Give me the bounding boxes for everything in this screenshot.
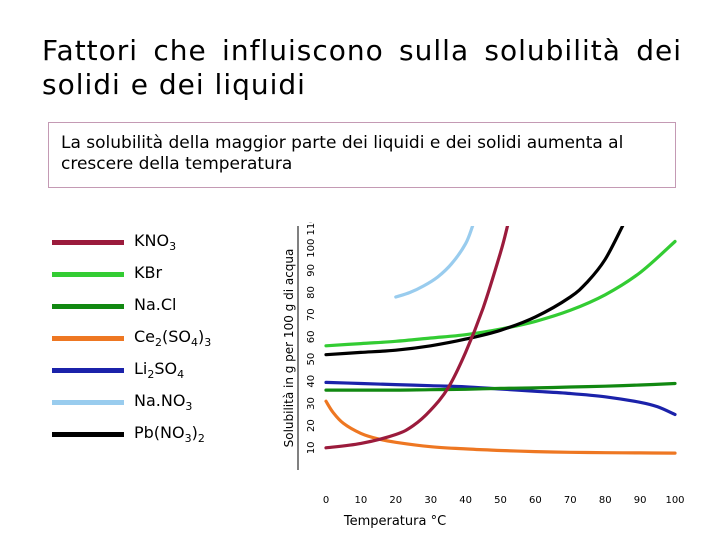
y-tick-label: 110 [306, 222, 317, 236]
x-axis-label: Temperatura °C [343, 514, 446, 529]
legend-label: Pb(NO3)2 [134, 423, 205, 446]
legend-swatch [52, 368, 124, 373]
x-tick-label: 40 [459, 495, 472, 506]
series-line-ce2-so4-3 [324, 399, 677, 455]
y-tick-label: 60 [306, 331, 317, 344]
x-tick-label: 90 [634, 495, 647, 506]
legend-swatch [52, 432, 124, 437]
x-tick-label: 70 [564, 495, 577, 506]
legend-swatch [52, 336, 124, 341]
legend-swatch [52, 240, 124, 245]
legend-item-kbr: KBr [52, 262, 272, 286]
y-tick-label: 90 [306, 264, 317, 277]
y-axis-label: Solubilità in g per 100 g di acqua [282, 249, 296, 448]
x-tick-label: 10 [355, 495, 368, 506]
legend-label: Na.NO3 [134, 391, 193, 414]
legend-item-li2so4: Li2SO4 [52, 358, 272, 382]
legend-label: Ce2(SO4)3 [134, 327, 212, 350]
legend-swatch [52, 304, 124, 309]
y-tick-label: 80 [306, 286, 317, 299]
x-tick-label: 50 [494, 495, 507, 506]
x-tick-label: 30 [424, 495, 437, 506]
legend-swatch [52, 272, 124, 277]
y-tick-label: 20 [306, 419, 317, 432]
x-tick-label: 60 [529, 495, 542, 506]
callout-box: La solubilità della maggior parte dei li… [48, 122, 676, 188]
x-tick-label: 100 [665, 495, 684, 506]
callout-text: La solubilità della maggior parte dei li… [61, 133, 624, 174]
legend-label: Na.Cl [134, 295, 177, 314]
legend-label: KBr [134, 263, 163, 282]
legend-item-pb-no3-2: Pb(NO3)2 [52, 422, 272, 446]
y-tick-label: 10 [306, 441, 317, 454]
y-tick-label: 70 [306, 308, 317, 321]
x-tick-label: 20 [389, 495, 402, 506]
y-tick-label: 40 [306, 375, 317, 388]
x-tick-label: 80 [599, 495, 612, 506]
solubility-chart: 10 20 30 40 50 60 70 80 90 100 110 0 10 20 30 40 50 60 70 8… [282, 222, 685, 529]
y-tick-label: 100 [306, 239, 317, 258]
legend-label: KNO3 [134, 231, 177, 254]
series-line-pb-no3-2 [324, 226, 625, 357]
y-tick-label: 30 [306, 397, 317, 410]
series-line-nano3 [394, 226, 475, 299]
legend-label: Li2SO4 [134, 359, 185, 382]
series-line-li2so4 [324, 380, 677, 417]
legend-item-nano3: Na.NO3 [52, 390, 272, 414]
series-line-kno3 [324, 226, 510, 450]
y-tick-label: 50 [306, 353, 317, 366]
legend-item-ce2-so4-3: Ce2(SO4)3 [52, 326, 272, 350]
legend-item-nacl: Na.Cl [52, 294, 272, 318]
x-tick-label: 0 [323, 495, 329, 506]
legend-swatch [52, 400, 124, 405]
slide-title: Fattori che influiscono sulla solubilità… [42, 34, 682, 101]
chart-legend: KNO3 KBr Na.Cl Ce2(SO4)3 Li2SO4 Na.NO3 Pb(NO3)… [52, 222, 272, 452]
series-line-nacl [324, 381, 677, 392]
legend-item-kno3: KNO3 [52, 230, 272, 254]
